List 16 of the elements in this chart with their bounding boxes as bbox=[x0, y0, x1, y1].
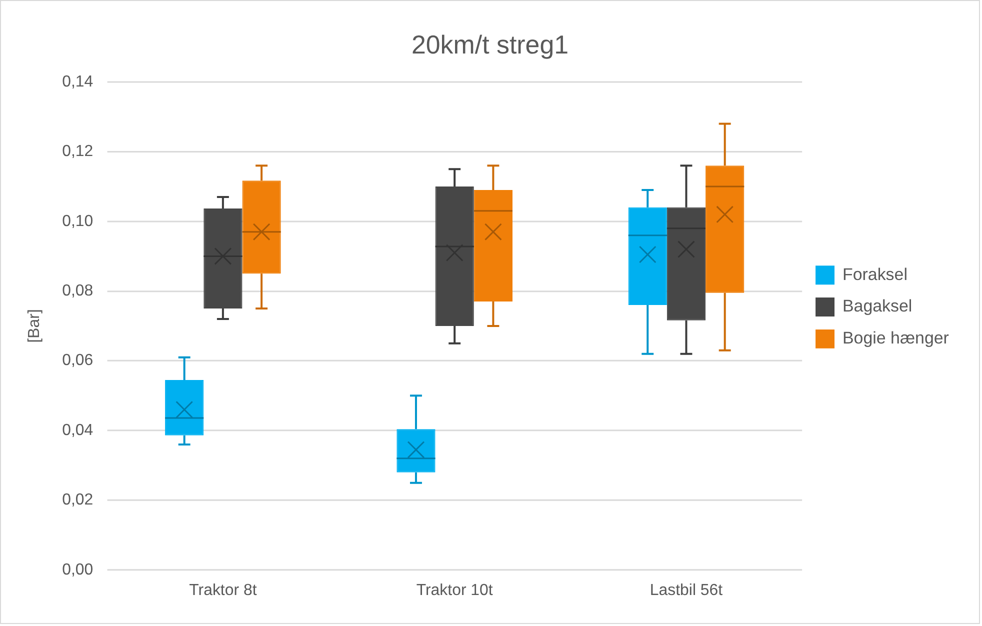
y-tick-label: 0,08 bbox=[62, 282, 94, 300]
y-tick-label: 0,10 bbox=[62, 212, 94, 230]
x-tick-label: Traktor 10t bbox=[416, 582, 494, 599]
chart-title: 20km/t streg1 bbox=[411, 32, 569, 60]
x-tick-label: Lastbil 56t bbox=[650, 582, 724, 599]
y-tick-label: 0,06 bbox=[62, 352, 94, 370]
y-tick-label: 0,04 bbox=[62, 422, 94, 439]
y-tick-label: 0,02 bbox=[62, 492, 94, 509]
legend-label: Bagaksel bbox=[842, 296, 912, 316]
y-tick-label: 0,12 bbox=[62, 143, 94, 160]
legend-label: Bogie hænger bbox=[842, 328, 950, 348]
y-tick-label: 0,14 bbox=[62, 73, 94, 90]
x-tick-label: Traktor 8t bbox=[189, 582, 258, 599]
legend-label: Foraksel bbox=[842, 264, 908, 284]
y-tick-label: 0,00 bbox=[62, 561, 94, 578]
y-axis-title: [Bar] bbox=[26, 309, 43, 343]
